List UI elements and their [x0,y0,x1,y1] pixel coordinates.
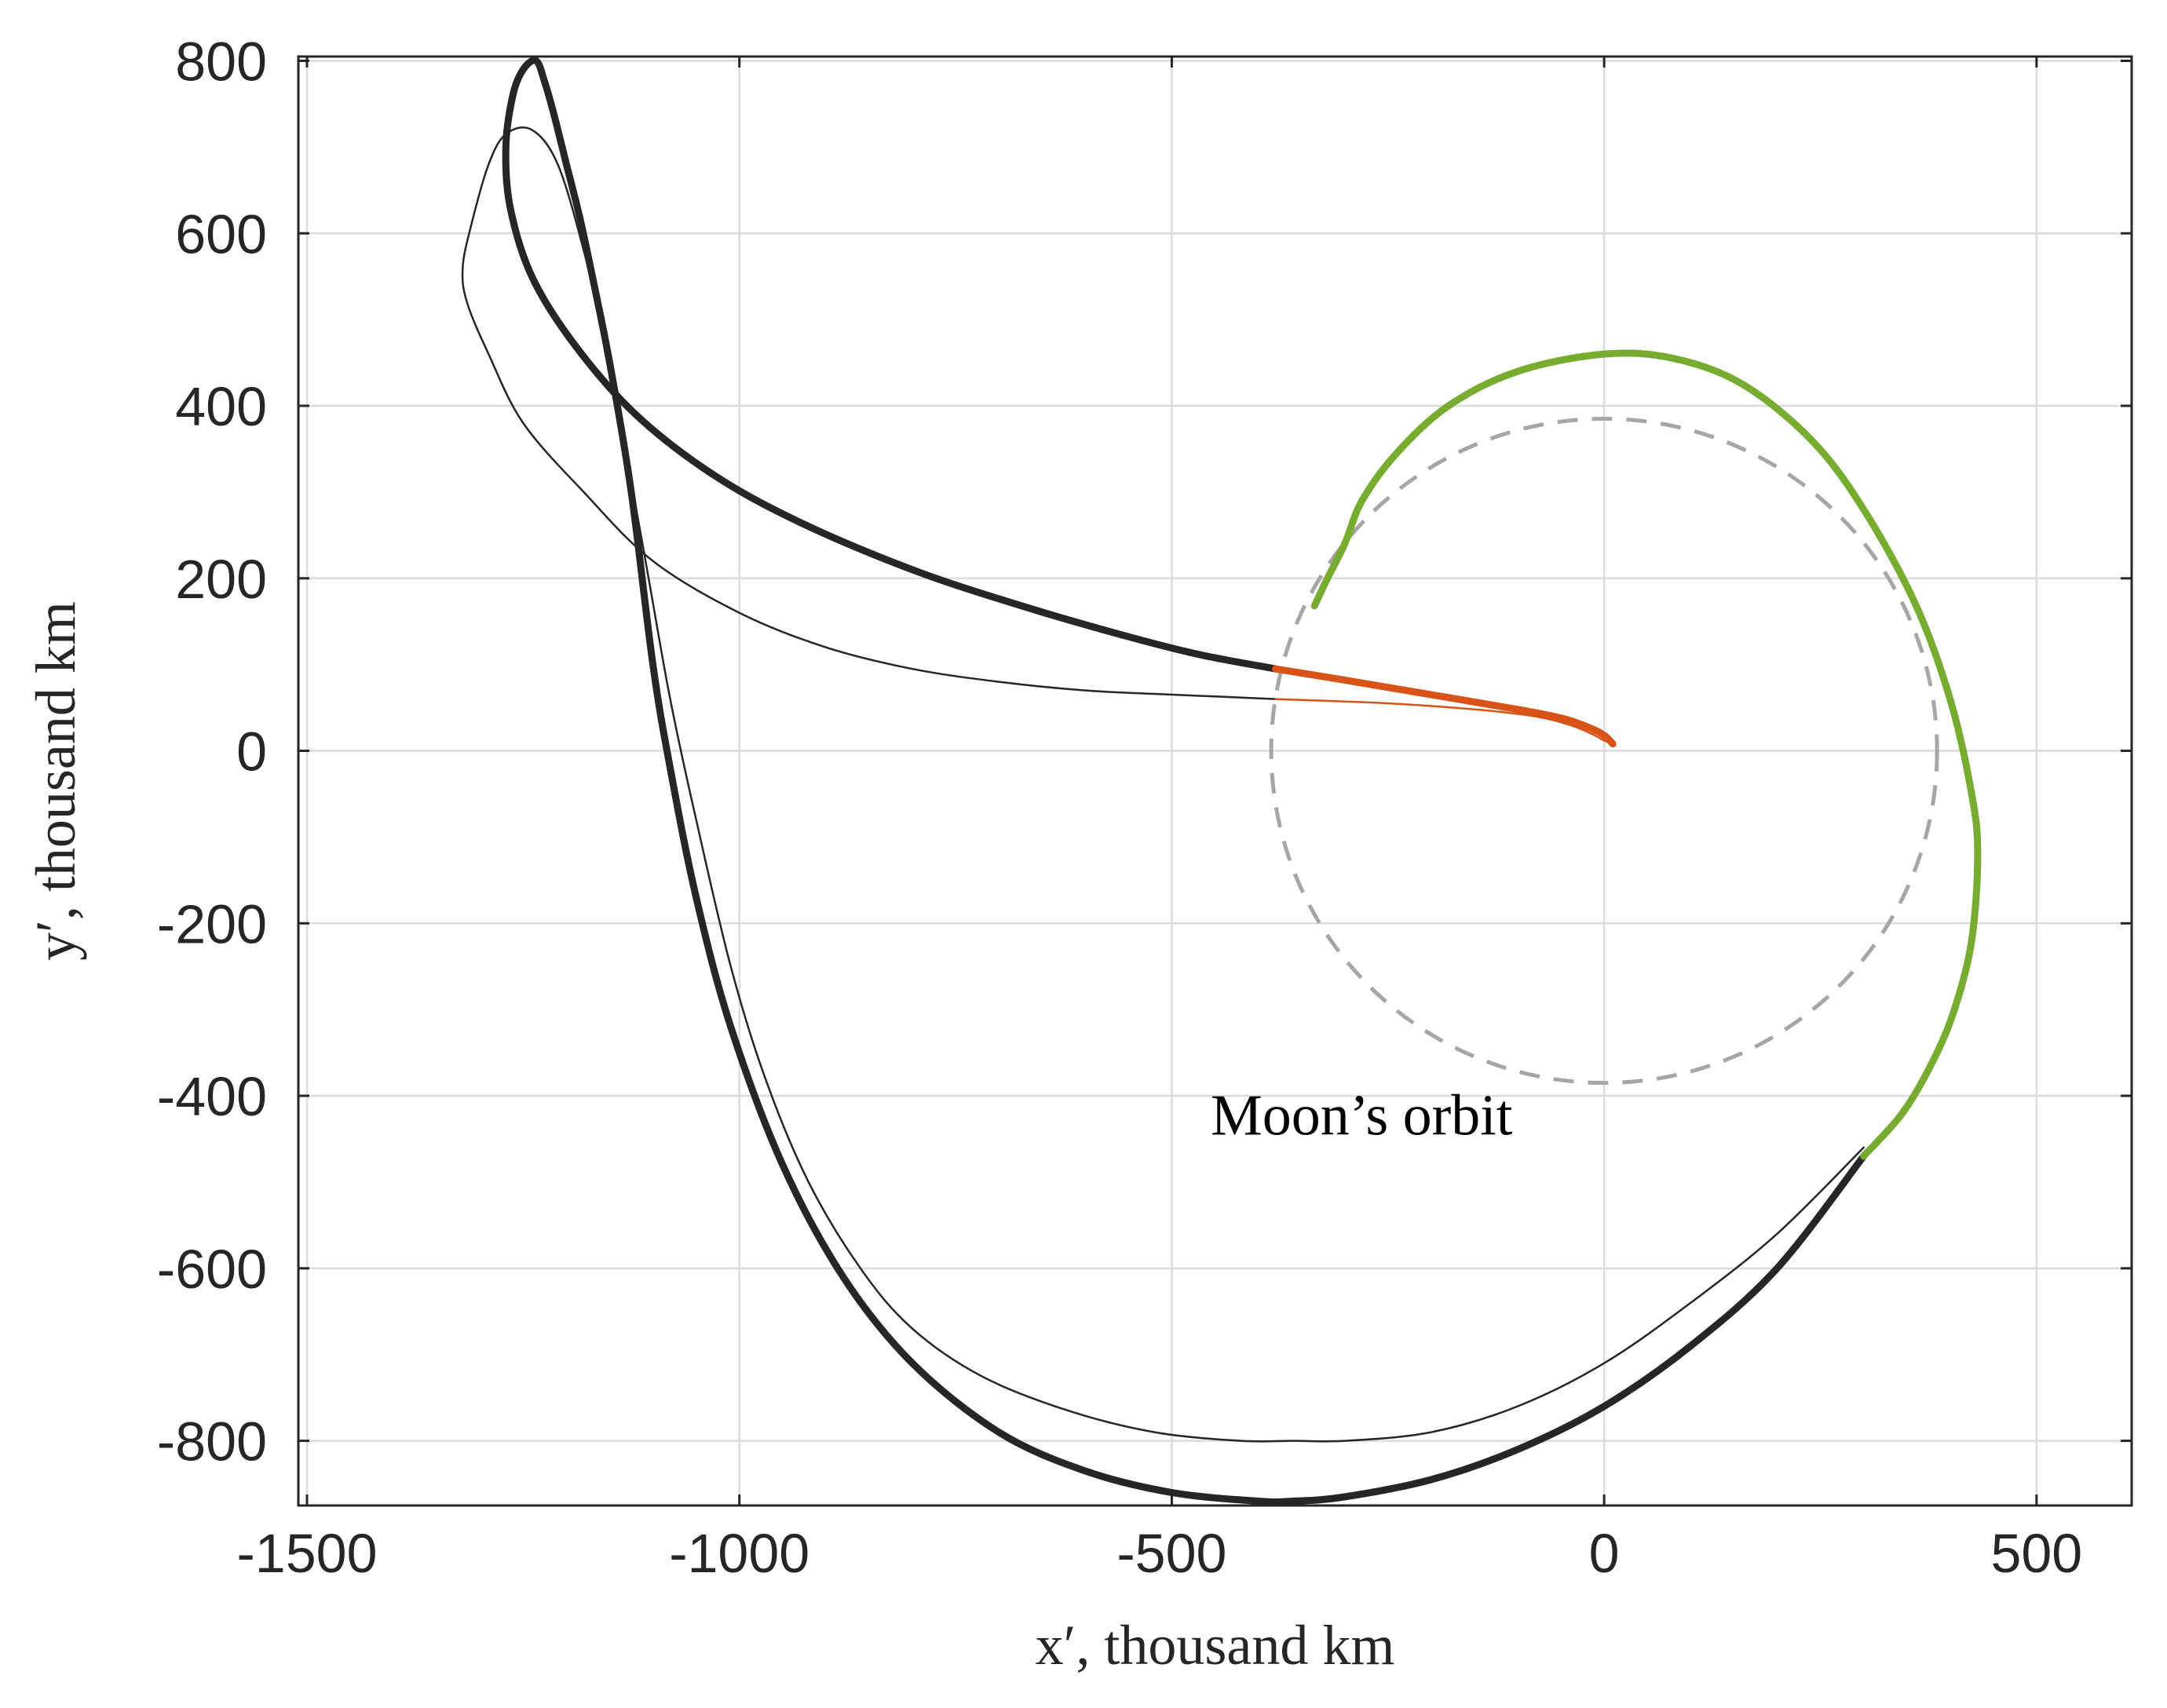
moon-orbit-annotation: Moon’s orbit [1211,1084,1513,1148]
x-tick-label: -1000 [669,1523,809,1584]
series-trajectory-thick-black-lower-arc [562,160,1868,1506]
moon-orbit-circle [1269,417,1939,1086]
x-axis-label: x′, thousand km [1036,1614,1395,1677]
x-tick-label: 500 [1990,1523,2082,1584]
series-layer [461,57,1982,1506]
x-tick-label: -1500 [236,1523,377,1584]
y-tick-label: -400 [157,1066,267,1127]
y-tick-label: 800 [175,31,267,92]
y-tick-label: 0 [236,721,267,783]
series-trajectory-green [1310,349,1982,1160]
x-tick-label: -500 [1116,1523,1226,1584]
series-trajectory-orange-thin [1274,698,1614,746]
y-tick-label: 400 [175,376,267,437]
y-axis-label: y′, thousand km [24,601,87,961]
series-trajectory-thick-black-loop [502,57,1280,673]
tick-layer: -1500 -1000 -500 0 500 -800 -600 -400 -200 0 200 40… [157,31,2132,1584]
y-tick-label: -800 [157,1411,267,1473]
x-tick-label: 0 [1589,1523,1620,1584]
y-tick-label: 200 [175,549,267,610]
series-trajectory-orange-thick [1272,665,1617,748]
y-tick-label: -600 [157,1239,267,1300]
y-tick-label: 600 [175,203,267,265]
series-trajectory-thin-black [461,126,1865,1443]
axes-frame [297,55,2133,1507]
grid-layer [298,57,2132,1505]
y-tick-label: -200 [157,893,267,954]
label-layer: Moon’s orbit x′, thousand km y′, thousan… [24,601,1513,1677]
